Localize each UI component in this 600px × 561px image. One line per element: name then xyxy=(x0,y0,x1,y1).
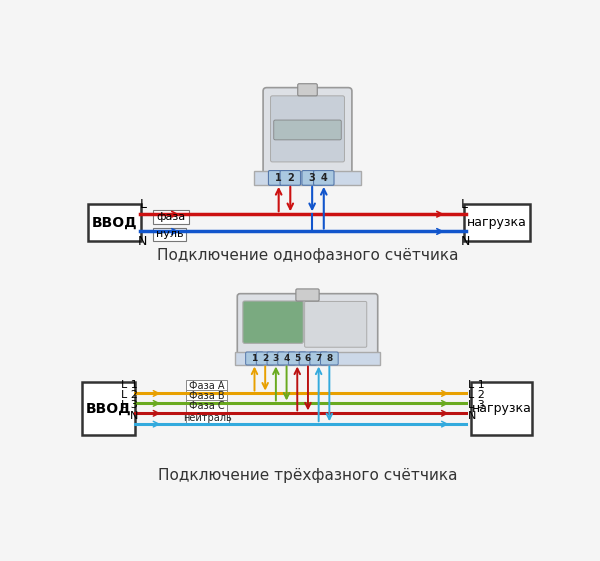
FancyBboxPatch shape xyxy=(299,352,317,365)
FancyBboxPatch shape xyxy=(185,399,227,412)
Text: нейтраль: нейтраль xyxy=(183,413,232,423)
Text: L 2: L 2 xyxy=(468,390,485,400)
FancyBboxPatch shape xyxy=(237,293,378,355)
Text: 8: 8 xyxy=(326,354,332,363)
Text: L 3: L 3 xyxy=(121,400,138,410)
FancyBboxPatch shape xyxy=(268,171,289,185)
FancyBboxPatch shape xyxy=(256,352,274,365)
Text: 1: 1 xyxy=(251,354,257,363)
Text: 2: 2 xyxy=(262,354,268,363)
Text: Фаза А: Фаза А xyxy=(188,381,224,390)
Text: 3: 3 xyxy=(309,173,316,183)
Text: 4: 4 xyxy=(320,173,327,183)
Text: 2: 2 xyxy=(287,173,293,183)
FancyBboxPatch shape xyxy=(185,412,229,424)
FancyBboxPatch shape xyxy=(302,171,322,185)
Text: L 1: L 1 xyxy=(121,380,138,390)
FancyBboxPatch shape xyxy=(278,352,295,365)
FancyBboxPatch shape xyxy=(243,301,303,343)
FancyBboxPatch shape xyxy=(88,204,142,241)
FancyBboxPatch shape xyxy=(280,171,301,185)
Text: L 1: L 1 xyxy=(468,380,485,390)
FancyBboxPatch shape xyxy=(254,171,361,185)
FancyBboxPatch shape xyxy=(245,352,263,365)
Text: Фаза В: Фаза В xyxy=(188,390,224,401)
Text: Фаза С: Фаза С xyxy=(188,401,224,411)
Text: L 3: L 3 xyxy=(468,400,485,410)
FancyBboxPatch shape xyxy=(82,382,134,435)
Text: L: L xyxy=(461,197,468,211)
Text: N: N xyxy=(468,411,476,421)
Text: 7: 7 xyxy=(316,354,322,363)
FancyBboxPatch shape xyxy=(153,228,185,241)
Text: Подключение трёхфазного счётчика: Подключение трёхфазного счётчика xyxy=(158,468,457,483)
FancyBboxPatch shape xyxy=(235,352,380,365)
FancyBboxPatch shape xyxy=(153,210,190,224)
FancyBboxPatch shape xyxy=(320,352,338,365)
Text: ВВОД: ВВОД xyxy=(85,402,131,416)
FancyBboxPatch shape xyxy=(471,382,532,435)
Text: нагрузка: нагрузка xyxy=(467,217,527,229)
FancyBboxPatch shape xyxy=(464,204,530,241)
FancyBboxPatch shape xyxy=(267,352,285,365)
Text: 5: 5 xyxy=(294,354,301,363)
Text: Подключение однофазного счётчика: Подключение однофазного счётчика xyxy=(157,248,458,263)
FancyBboxPatch shape xyxy=(274,120,341,140)
FancyBboxPatch shape xyxy=(305,301,367,347)
Text: 3: 3 xyxy=(273,354,279,363)
FancyBboxPatch shape xyxy=(289,352,306,365)
FancyBboxPatch shape xyxy=(185,389,227,402)
Text: 4: 4 xyxy=(283,354,290,363)
Text: нуль: нуль xyxy=(155,229,183,240)
Text: ВВОД: ВВОД xyxy=(92,216,137,230)
FancyBboxPatch shape xyxy=(310,352,328,365)
Text: N: N xyxy=(138,235,147,248)
Text: N: N xyxy=(461,235,470,248)
FancyBboxPatch shape xyxy=(296,289,319,301)
FancyBboxPatch shape xyxy=(271,96,344,162)
Text: N: N xyxy=(130,411,138,421)
FancyBboxPatch shape xyxy=(185,380,227,392)
FancyBboxPatch shape xyxy=(263,88,352,174)
Text: L 2: L 2 xyxy=(121,390,138,400)
Text: фаза: фаза xyxy=(157,212,186,222)
Text: 1: 1 xyxy=(275,173,282,183)
Text: L: L xyxy=(140,197,147,211)
FancyBboxPatch shape xyxy=(314,171,334,185)
Text: 6: 6 xyxy=(305,354,311,363)
FancyBboxPatch shape xyxy=(298,84,317,96)
Text: нагрузка: нагрузка xyxy=(472,402,532,415)
